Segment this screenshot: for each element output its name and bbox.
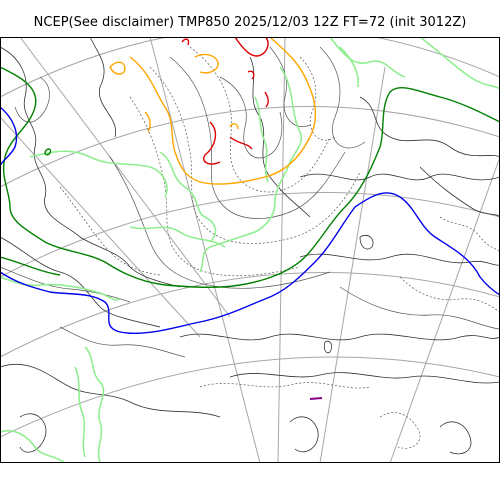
coastline bbox=[0, 46, 181, 288]
isotherm-line bbox=[229, 123, 239, 130]
isotherm-line bbox=[0, 429, 66, 463]
coastline bbox=[299, 173, 500, 181]
meridian-line bbox=[389, 156, 500, 463]
isotherm-line bbox=[203, 121, 221, 165]
isotherm-line bbox=[129, 37, 317, 185]
temperature-map bbox=[0, 37, 500, 463]
isotherms-green bbox=[0, 66, 500, 289]
isotherm-line bbox=[109, 156, 331, 289]
isotherm-line bbox=[59, 186, 161, 276]
coastline bbox=[249, 56, 311, 218]
latitude-line bbox=[0, 356, 500, 438]
map-frame bbox=[0, 37, 500, 463]
isotherm-line bbox=[169, 56, 346, 219]
isotherm-line bbox=[189, 46, 331, 193]
isotherm-line bbox=[181, 38, 190, 46]
meridian-line bbox=[19, 37, 231, 318]
isotherms-orange bbox=[109, 37, 317, 185]
coastline bbox=[0, 363, 221, 418]
meridian-line bbox=[319, 66, 386, 463]
isotherm-line bbox=[379, 412, 421, 449]
coastlines bbox=[0, 37, 500, 455]
isotherm-line bbox=[234, 37, 269, 57]
isotherm-line bbox=[399, 276, 500, 313]
isotherm-line bbox=[299, 56, 336, 141]
latitude-line bbox=[0, 192, 500, 278]
isotherm-line bbox=[144, 111, 151, 133]
isotherm-line bbox=[129, 96, 301, 277]
isotherm-line bbox=[109, 61, 126, 75]
meridian-line bbox=[0, 116, 201, 338]
isotherm-line bbox=[74, 366, 86, 458]
isotherm-line bbox=[0, 66, 500, 289]
isotherm-line bbox=[59, 326, 186, 358]
meridian-line bbox=[149, 37, 261, 463]
isotherm-line bbox=[149, 66, 361, 244]
isotherm-line bbox=[439, 216, 500, 253]
map-background bbox=[0, 37, 500, 463]
coastline bbox=[179, 333, 500, 341]
coastline bbox=[439, 421, 472, 455]
isotherms-red bbox=[181, 37, 269, 165]
coastline bbox=[229, 372, 500, 384]
isotherm-line bbox=[419, 37, 500, 90]
coastline bbox=[359, 96, 500, 158]
coastline bbox=[19, 413, 47, 453]
isotherm-line bbox=[199, 66, 303, 273]
coastline bbox=[0, 236, 161, 328]
latitude-line bbox=[0, 106, 500, 188]
isotherms-purple bbox=[309, 397, 323, 400]
isotherm-line bbox=[229, 136, 253, 150]
isotherm-line bbox=[29, 150, 168, 198]
isotherm-line bbox=[199, 382, 371, 389]
isotherm-line bbox=[264, 91, 269, 108]
isotherm-line bbox=[309, 397, 323, 400]
latitude-line bbox=[0, 37, 500, 98]
isotherm-line bbox=[339, 286, 500, 330]
isotherm-line bbox=[0, 192, 500, 335]
isotherm-line bbox=[0, 256, 61, 276]
coastline bbox=[89, 37, 117, 138]
isotherm-line bbox=[219, 76, 283, 159]
latitude-line bbox=[0, 272, 500, 358]
isotherms-plain bbox=[0, 46, 500, 449]
isotherm-line bbox=[0, 276, 121, 301]
coastline bbox=[359, 234, 374, 250]
graticule bbox=[0, 37, 500, 463]
isotherm-line bbox=[129, 226, 226, 248]
coastline bbox=[419, 166, 500, 218]
coastline bbox=[289, 416, 319, 453]
coastline bbox=[323, 340, 333, 354]
isotherm-line bbox=[194, 53, 219, 74]
isotherm-line bbox=[254, 96, 269, 183]
isotherm-line bbox=[0, 266, 131, 303]
isotherm-line bbox=[159, 151, 217, 243]
coastline bbox=[299, 253, 500, 266]
isotherm-line bbox=[44, 148, 52, 156]
map-title: NCEP(See disclaimer) TMP850 2025/12/03 1… bbox=[33, 15, 467, 30]
isotherm-line bbox=[84, 346, 105, 463]
isotherm-line bbox=[319, 46, 366, 149]
isotherm-line bbox=[339, 46, 360, 88]
isotherm-line bbox=[14, 76, 50, 123]
isotherm-line bbox=[247, 70, 255, 80]
isotherms-light-green bbox=[0, 37, 500, 463]
isotherm-line bbox=[329, 37, 406, 78]
isotherm-line bbox=[0, 106, 18, 168]
isotherms-blue bbox=[0, 106, 500, 335]
